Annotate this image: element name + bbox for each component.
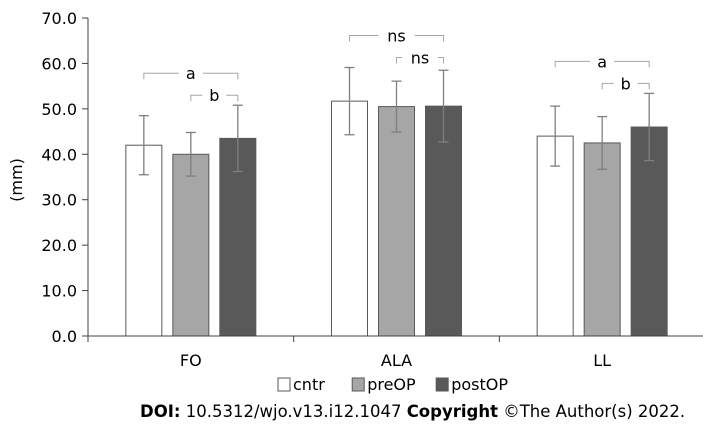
bracket-line bbox=[637, 82, 650, 90]
x-category-label: FO bbox=[180, 351, 202, 370]
footer-citation: DOI: 10.5312/wjo.v13.i12.1047 Copyright … bbox=[140, 402, 685, 421]
copyright-value: ©The Author(s) 2022. bbox=[497, 402, 686, 421]
x-axis-labels: FO ALA LL bbox=[180, 351, 611, 370]
bar-postOP bbox=[425, 105, 462, 337]
bar-preOP bbox=[172, 153, 210, 337]
bracket-line bbox=[601, 82, 614, 90]
bracket-line bbox=[414, 35, 444, 42]
bracket-label: ns bbox=[387, 27, 405, 46]
bar-cntr bbox=[331, 100, 368, 337]
y-axis-label: (mm) bbox=[7, 158, 26, 202]
doi-label: DOI: bbox=[140, 402, 181, 421]
y-tick-label: 10.0 bbox=[41, 282, 77, 301]
bar-cntr bbox=[125, 144, 163, 337]
bracket-line bbox=[143, 72, 179, 80]
error-bars bbox=[138, 66, 655, 177]
bracket-line bbox=[202, 72, 239, 80]
copyright-label: Copyright bbox=[406, 402, 498, 421]
bars bbox=[125, 100, 668, 337]
bracket-line bbox=[614, 60, 650, 68]
legend-label: cntr bbox=[293, 375, 325, 394]
x-category-label: LL bbox=[593, 351, 611, 370]
legend-swatch bbox=[277, 377, 291, 392]
y-tick-label: 70.0 bbox=[41, 9, 77, 28]
bracket-line bbox=[396, 57, 402, 64]
y-tick-label: 40.0 bbox=[41, 145, 77, 164]
bar-postOP bbox=[630, 126, 668, 337]
bracket-label: b bbox=[209, 86, 219, 105]
bracket-line bbox=[226, 94, 239, 102]
bracket-label: a bbox=[186, 64, 196, 83]
y-tick-label: 60.0 bbox=[41, 54, 77, 73]
bar-preOP bbox=[378, 106, 415, 337]
bar-chart: 0.010.020.030.040.050.060.070.0 bansnsba… bbox=[7, 9, 703, 394]
bracket-line bbox=[190, 94, 203, 102]
bracket-label: ns bbox=[411, 49, 429, 68]
legend-swatch bbox=[435, 377, 449, 392]
y-tick-label: 50.0 bbox=[41, 100, 77, 119]
legend: cntr preOP postOP bbox=[277, 375, 508, 394]
bracket-label: a bbox=[597, 52, 607, 71]
y-axis-ticks: 0.0 10.0 20.0 30.0 40.0 50.0 60.0 70.0 bbox=[41, 9, 88, 346]
y-tick-label: 30.0 bbox=[41, 191, 77, 210]
bracket-line bbox=[438, 57, 444, 64]
legend-label: preOP bbox=[367, 375, 416, 394]
axes bbox=[87, 18, 703, 342]
y-tick-label: 0.0 bbox=[52, 327, 77, 346]
x-category-label: ALA bbox=[381, 351, 412, 370]
doi-value: 10.5312/wjo.v13.i12.1047 bbox=[180, 402, 407, 421]
bracket-line bbox=[349, 35, 379, 42]
bracket-label: b bbox=[621, 74, 631, 93]
y-tick-label: 20.0 bbox=[41, 236, 77, 255]
legend-swatch bbox=[351, 377, 365, 392]
legend-label: postOP bbox=[451, 375, 508, 394]
bar-preOP bbox=[583, 142, 621, 337]
bracket-line bbox=[554, 60, 591, 68]
